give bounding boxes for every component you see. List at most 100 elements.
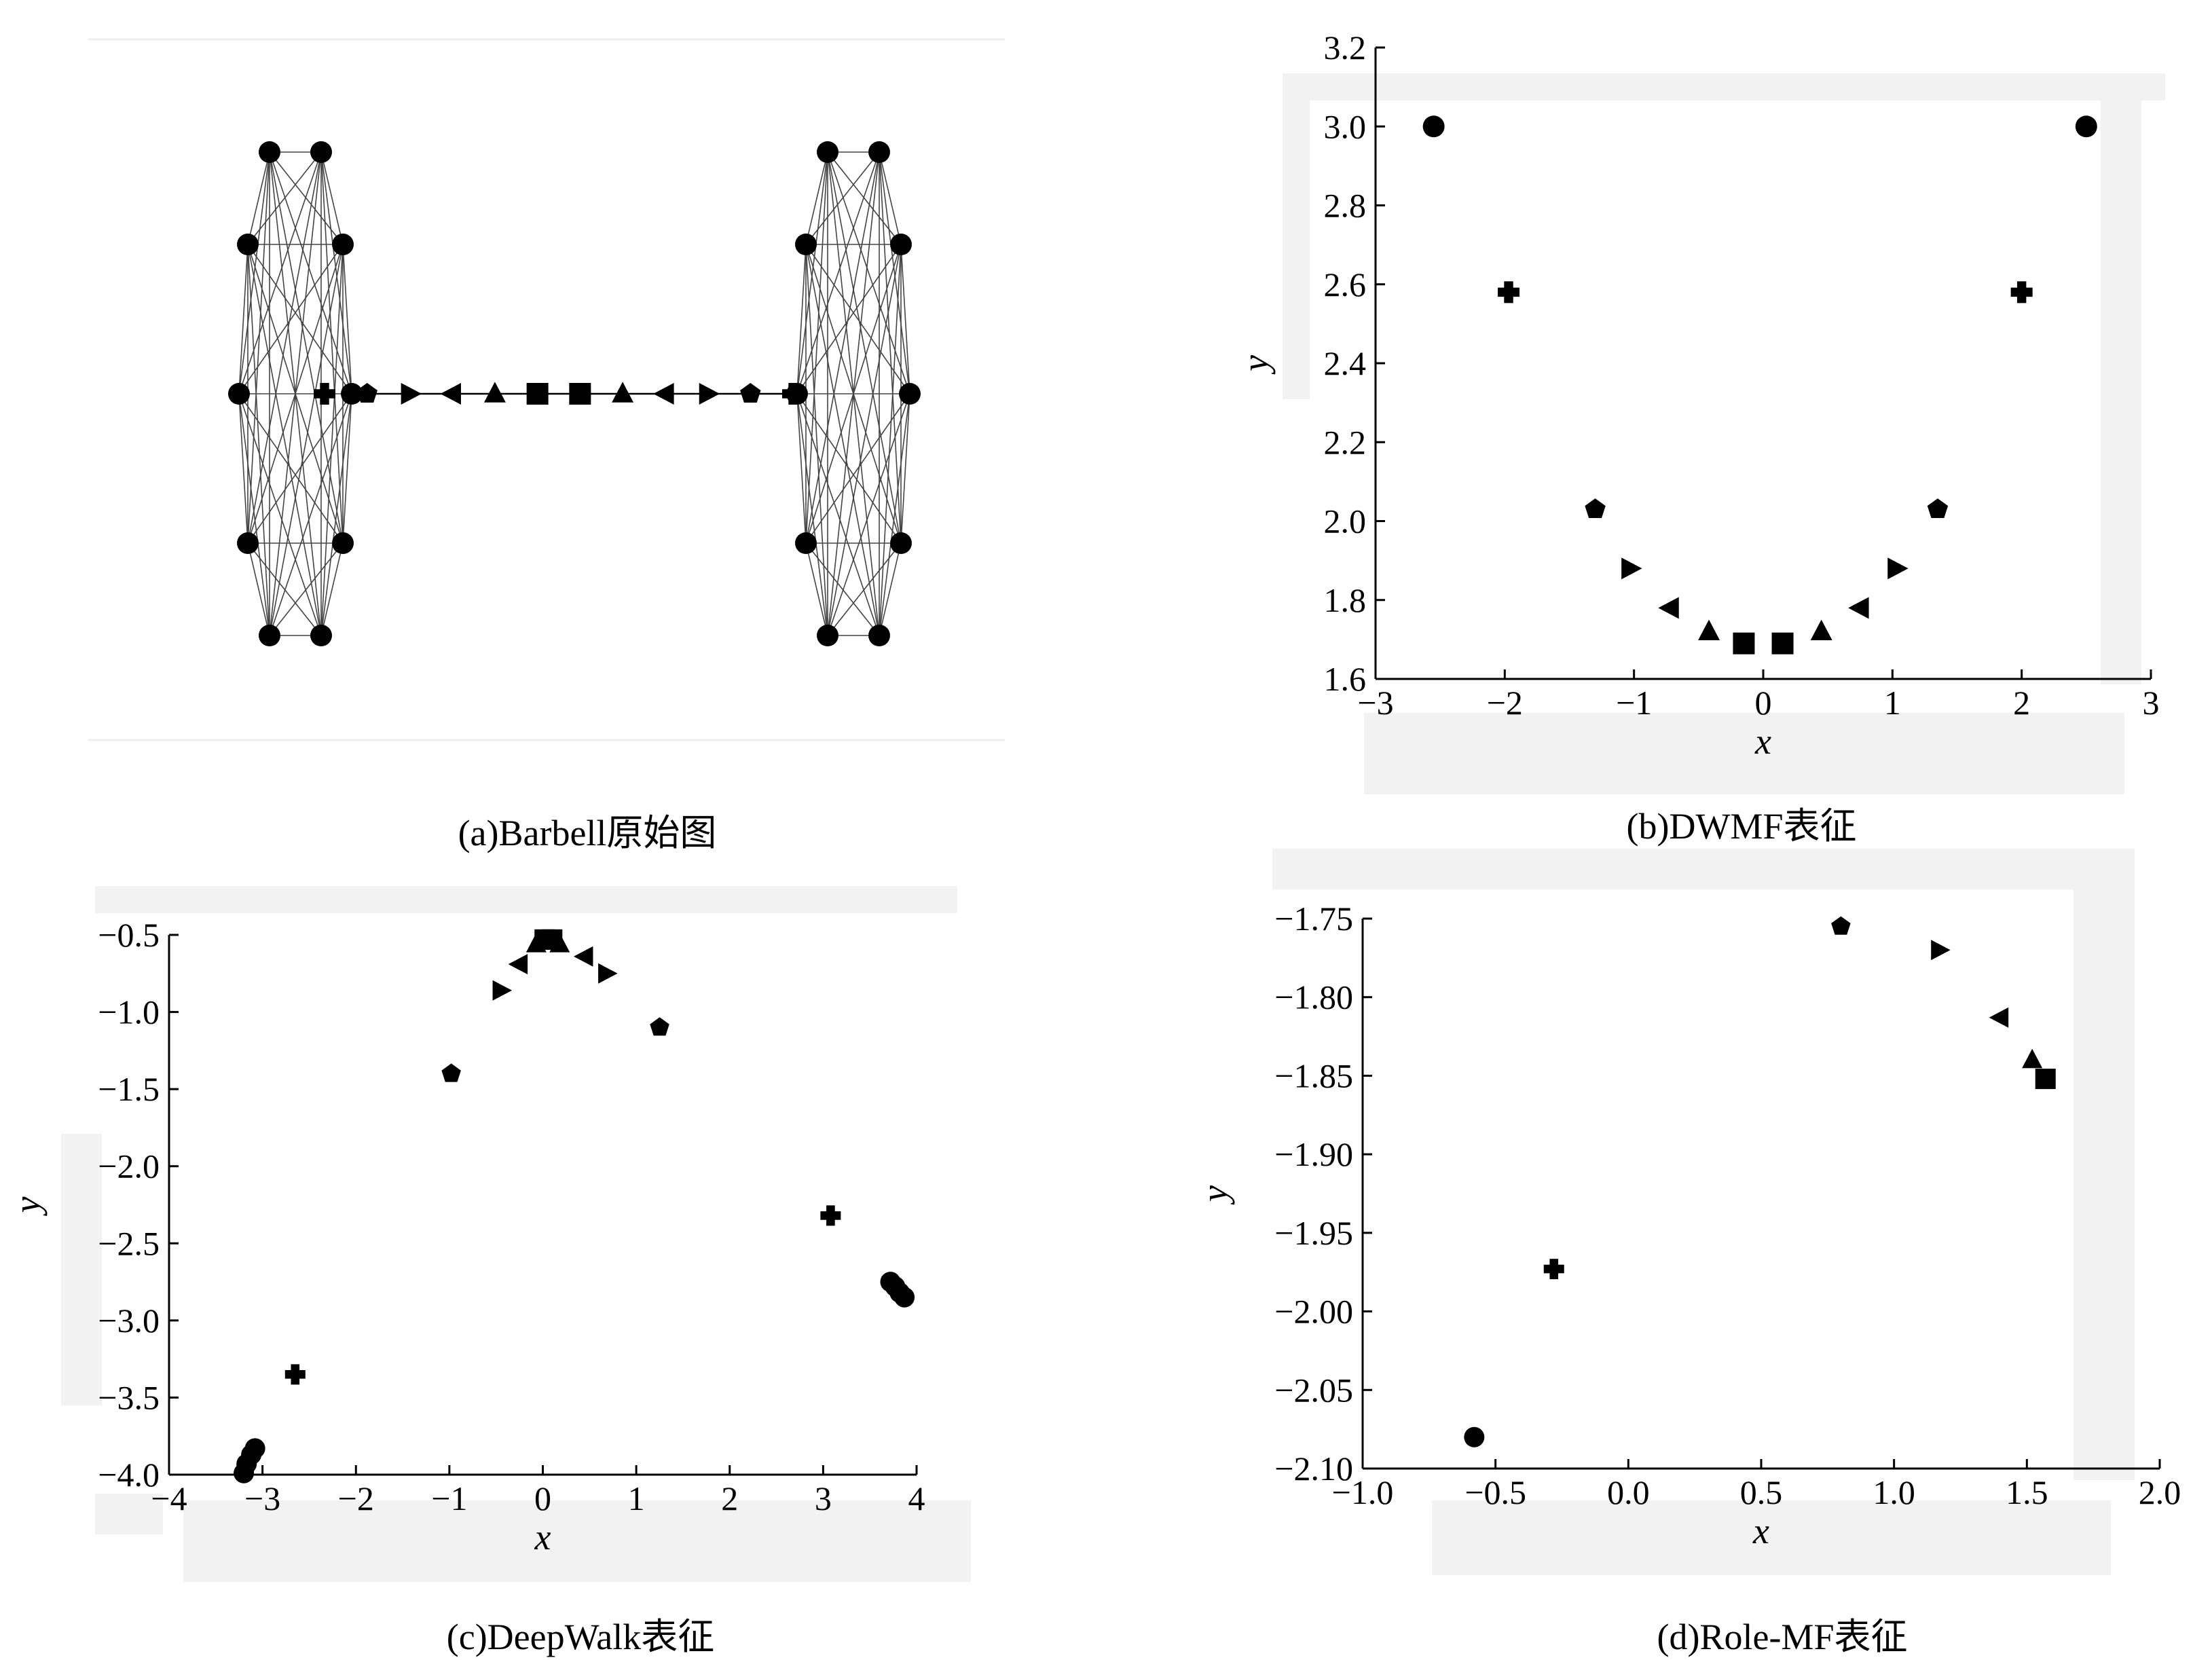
background-band (1283, 73, 1310, 399)
right-clique-node (890, 234, 912, 255)
data-point-triangle-right (1621, 557, 1642, 580)
bridge-node-triangle-left (653, 383, 674, 405)
bridge-node-plus (314, 383, 335, 405)
left-clique-node (310, 625, 332, 646)
background-band (1432, 1500, 2111, 1575)
left-clique-node (332, 532, 354, 554)
right-clique-edge (879, 151, 902, 245)
y-tick-label: −2.05 (1274, 1371, 1353, 1409)
right-clique-edge (805, 244, 828, 636)
background-band (95, 1494, 163, 1534)
x-tick-label: −4 (151, 1479, 187, 1517)
x-tick-label: −0.5 (1464, 1473, 1526, 1511)
right-clique-edge (827, 542, 902, 636)
data-point-triangle-left (573, 946, 593, 967)
data-point-pentagon (1585, 498, 1606, 519)
left-clique-edge (238, 393, 322, 636)
left-clique-edge (247, 151, 270, 544)
x-tick-label: 0 (1755, 684, 1772, 722)
x-axis-label: x (534, 1517, 551, 1557)
y-tick-label: −1.85 (1274, 1056, 1353, 1094)
y-tick-label: −2.10 (1274, 1450, 1353, 1488)
x-axis-label: x (1754, 721, 1771, 762)
right-clique-edge (879, 151, 902, 544)
x-tick-label: −3 (244, 1479, 280, 1517)
y-axis-label: y (1235, 355, 1276, 375)
right-clique-node (890, 532, 912, 554)
left-clique-edge (238, 393, 248, 544)
right-clique-edge (805, 244, 880, 636)
background-band (1283, 73, 2165, 100)
caption-d: (d)Role-MF表征 (1657, 1617, 1908, 1657)
left-clique-node (341, 383, 363, 405)
x-tick-label: 2 (721, 1479, 738, 1517)
data-point-plus (820, 1205, 841, 1226)
y-tick-label: 3.2 (1324, 29, 1367, 67)
y-axis-label: y (7, 1196, 48, 1216)
left-clique-edge (238, 151, 322, 394)
data-point-circle (894, 1287, 915, 1308)
y-tick-label: −3.5 (98, 1378, 160, 1416)
right-clique-edge (805, 542, 880, 636)
left-clique-node (332, 234, 354, 255)
y-tick-label: −2.0 (98, 1147, 160, 1185)
y-tick-label: −1.75 (1274, 900, 1353, 938)
left-clique-edge (238, 244, 248, 394)
right-clique-node (868, 141, 890, 163)
panel-dwmf-scatter: −3 −2 −1 0 1 2 3 1.6 1.8 2.0 2.2 2.4 2.6 2.8 3.0 3.2 x y (1106, 0, 2212, 822)
right-clique-edge (805, 151, 828, 245)
right-clique-edge (805, 151, 828, 544)
x-tick-label: 1 (1884, 684, 1901, 722)
y-tick-label: −4.0 (98, 1456, 160, 1494)
right-clique-edge (805, 244, 910, 394)
y-tick-label: 3.0 (1324, 107, 1367, 145)
data-point-triangle-right (1931, 940, 1951, 961)
data-point-pentagon (1927, 498, 1949, 519)
y-tick-label: −1.90 (1274, 1135, 1353, 1173)
right-clique-edge (827, 151, 910, 394)
y-tick-label: −1.5 (98, 1070, 160, 1108)
y-tick-label: 1.8 (1324, 581, 1367, 619)
panel-deepwalk-scatter: −4 −3 −2 −1 0 1 2 3 4 −4.0 −3.5 −3.0 −2.5 −2.0 −1.5 −1.… (0, 822, 1106, 1655)
bridge-node-triangle-up (612, 382, 634, 403)
left-clique-edge (320, 244, 344, 636)
right-clique-edge (827, 244, 902, 636)
data-point-triangle-right (1887, 557, 1909, 580)
data-point-pentagon (1831, 916, 1851, 935)
background-band (61, 1134, 102, 1405)
y-tick-label: −1.95 (1274, 1214, 1353, 1252)
left-clique-edge (342, 244, 352, 394)
x-tick-label: 3 (815, 1479, 832, 1517)
y-tick-label: 2.2 (1324, 423, 1367, 461)
y-axis-label: y (1194, 1185, 1235, 1205)
x-tick-label: 0 (534, 1479, 551, 1517)
x-tick-label: 2.0 (2139, 1473, 2181, 1511)
left-clique-edge (247, 393, 352, 544)
right-clique-node (817, 625, 838, 646)
caption-b: (b)DWMF表征 (1626, 806, 1857, 847)
data-point-square (1771, 632, 1794, 654)
left-clique-edge (320, 151, 344, 544)
left-clique-node (259, 141, 280, 163)
y-tick-label: 2.4 (1324, 344, 1367, 382)
right-clique-node (868, 625, 890, 646)
y-tick-label: 1.6 (1324, 660, 1367, 698)
data-point-square (542, 929, 563, 950)
right-clique-edge (796, 393, 828, 636)
data-point-triangle-up (1810, 619, 1832, 641)
background-band (2101, 73, 2141, 684)
data-point-circle (244, 1438, 265, 1459)
left-clique-node (259, 625, 280, 646)
caption-c: (c)DeepWalk表征 (446, 1617, 715, 1657)
right-clique-edge (879, 151, 910, 394)
right-clique-edge (796, 393, 902, 544)
y-tick-label: −2.5 (98, 1224, 160, 1262)
left-clique-edge (320, 393, 352, 636)
bridge-node-pentagon (356, 383, 377, 403)
left-clique-edge (247, 151, 322, 245)
role-mf-scatter-svg: −1.0 −0.5 0.0 0.5 1.0 1.5 2.0 −2.10 −2.05 −2.00 −1… (1194, 849, 2181, 1575)
bridge-node-triangle-up (483, 382, 506, 403)
right-clique-node (795, 532, 817, 554)
y-tick-label: −1.0 (98, 993, 160, 1031)
right-clique-edge (805, 542, 828, 636)
